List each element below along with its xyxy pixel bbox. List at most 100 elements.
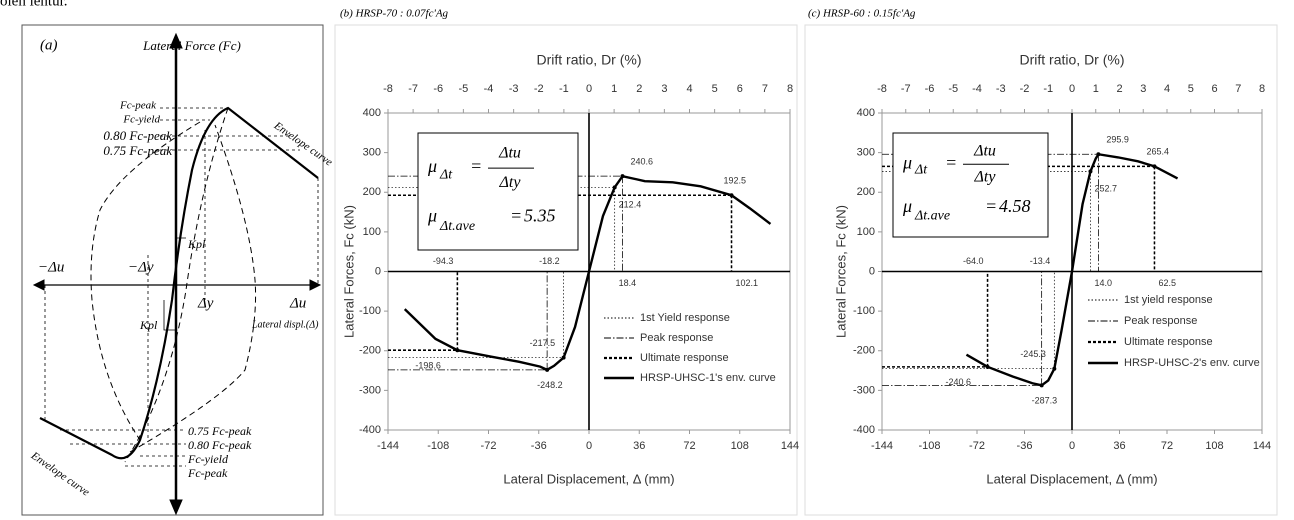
y-tick-label: 200 [857,186,875,198]
y-tick-label: -100 [359,305,381,317]
y-tick-label: -300 [359,384,381,396]
ductility-numerator: Δtu [973,142,996,159]
x-value-label: 14.0 [1094,278,1112,288]
x2-tick-label: -3 [509,83,519,95]
legend-label: HRSP-UHSC-2's env. curve [1124,357,1260,369]
x-value-label: -64.0 [963,256,984,266]
value-label: 252.7 [1094,184,1117,194]
ductility-symbol: μ [427,205,437,225]
panel-frame [334,24,798,516]
envelope-curve [39,106,319,460]
ductility-equals: = [470,156,482,176]
chart-title: (b) HRSP-70 : 0.07fc'Ag [340,8,449,20]
x2-tick-label: -3 [996,83,1006,95]
arrow-head [32,279,45,291]
ductility-subscript: Δt.ave [439,219,475,234]
arrow-head [169,499,183,516]
envelope-curve [965,152,1179,387]
x-tick-label: 72 [683,440,695,452]
value-label: 192.5 [724,176,747,186]
panel-label: (a) [40,37,58,53]
x-tick-label: 0 [1069,440,1075,452]
x2-tick-label: 4 [1164,83,1170,95]
y-tick-label: 300 [363,147,381,159]
caption-fragment: oleh lentur. [0,0,68,9]
panel-frame [804,24,1278,516]
displacement-label: Δy [197,295,214,311]
ductility-symbol: μ [902,196,912,216]
x-tick-label: 108 [1205,440,1223,452]
x2-tick-label: -4 [972,83,982,95]
level-label: 0.75 Fc-peak [103,143,172,158]
x2-tick-label: -6 [433,83,443,95]
x-tick-label: -108 [918,440,940,452]
x2-tick-label: -5 [458,83,468,95]
x2-tick-label: -4 [484,83,494,95]
ductility-numerator: Δtu [498,145,521,162]
x-tick-label: 108 [731,440,749,452]
x-tick-label: 36 [633,440,645,452]
x-value-label: 62.5 [1158,278,1176,288]
level-label: Fc-peak [119,100,157,112]
arrow-head [169,32,183,49]
displacement-label: −Δu [38,259,64,275]
value-label: -240.6 [946,377,972,387]
y-tick-label: -300 [853,384,875,396]
x2-tick-label: -5 [948,83,958,95]
x-value-label: 18.4 [619,278,637,288]
level-label: 0.80 Fc-peak [188,438,252,452]
x2-tick-label: -7 [901,83,911,95]
x-tick-label: -72 [481,440,497,452]
y-tick-label: 200 [363,186,381,198]
level-label: 0.75 Fc-peak [188,424,252,438]
y-tick-label: 300 [857,147,875,159]
y-tick-label: 0 [375,265,381,277]
x2-tick-label: 6 [737,83,743,95]
chart-title: (c) HRSP-60 : 0.15fc'Ag [808,8,916,20]
x2-tick-label: -6 [925,83,935,95]
x-value-label: -13.4 [1030,256,1051,266]
ductility-denominator: Δty [974,168,997,185]
envelope-curve [403,174,772,372]
x2-tick-label: 3 [661,83,667,95]
ductility-symbol: μ [427,156,437,176]
legend-label: Peak response [1124,315,1197,327]
level-lines [44,107,319,467]
level-label: Fc-yield [122,114,160,126]
hysteresis-loop [129,124,257,453]
axis-label: Lateral displ.(Δ) [251,319,319,330]
value-label: 240.6 [631,157,654,167]
ductility-denominator: Δty [499,174,522,191]
panel-frame [21,24,324,516]
stiffness-label: Kpl [139,318,158,332]
x2-tick-label: 7 [762,83,768,95]
x2-tick-label: 4 [686,83,692,95]
level-label: 0.80 Fc-peak [103,128,172,143]
arrow-head [309,279,322,291]
y-axis-label: Lateral Forces, Fc (kN) [341,205,356,338]
ductility-equals: = [985,196,997,216]
displacement-label: Δu [289,295,306,311]
y-tick-label: 400 [857,107,875,119]
x2-tick-label: 5 [1188,83,1194,95]
x-tick-label: -144 [871,440,893,452]
y-tick-label: -100 [853,305,875,317]
hysteresis-loop [124,107,229,463]
y-tick-label: -400 [359,424,381,436]
x-tick-label: 144 [781,440,799,452]
x-tick-label: 36 [1113,440,1125,452]
x2-tick-label: 8 [787,83,793,95]
x2-tick-label: -8 [877,83,887,95]
x2-tick-label: -7 [408,83,418,95]
x2-tick-label: 3 [1140,83,1146,95]
axis-label: Lateral Force (Fc) [142,38,241,53]
x2-tick-label: 7 [1235,83,1241,95]
y-tick-label: 100 [857,226,875,238]
x-tick-label: -72 [969,440,985,452]
legend-label: 1st yield response [1124,294,1213,306]
level-label: Fc-peak [187,466,228,480]
legend-label: Ultimate response [640,352,729,364]
level-label: Fc-yield [187,452,229,466]
